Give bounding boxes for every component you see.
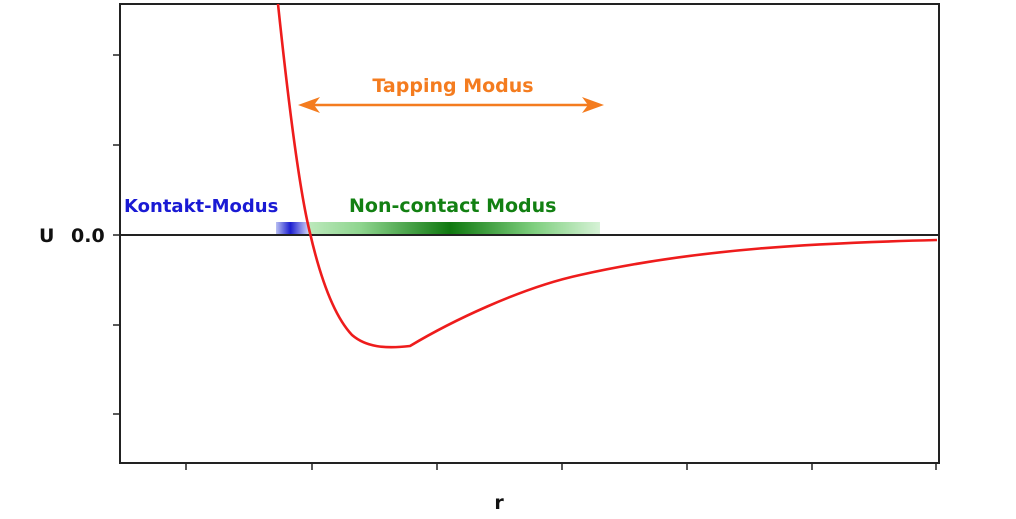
x-axis-ticks [185, 463, 937, 470]
noncontact-range-bar [300, 222, 600, 235]
tapping-range-arrow [298, 97, 604, 113]
tapping-arrowhead-right [582, 97, 604, 113]
plot-frame [119, 3, 940, 464]
x-axis-label: r [494, 492, 504, 514]
contact-mode-label: Kontakt-Modus [124, 196, 278, 217]
tapping-mode-label: Tapping Modus [372, 75, 533, 97]
noncontact-mode-label: Non-contact Modus [349, 195, 556, 217]
y-axis-ticks [113, 54, 120, 415]
potential-curve [276, 3, 938, 349]
contact-range-bar [276, 222, 308, 235]
y-zero-tick-label: 0.0 [71, 225, 105, 247]
y-axis-label: U [39, 225, 54, 247]
tapping-arrowhead-left [298, 97, 320, 113]
